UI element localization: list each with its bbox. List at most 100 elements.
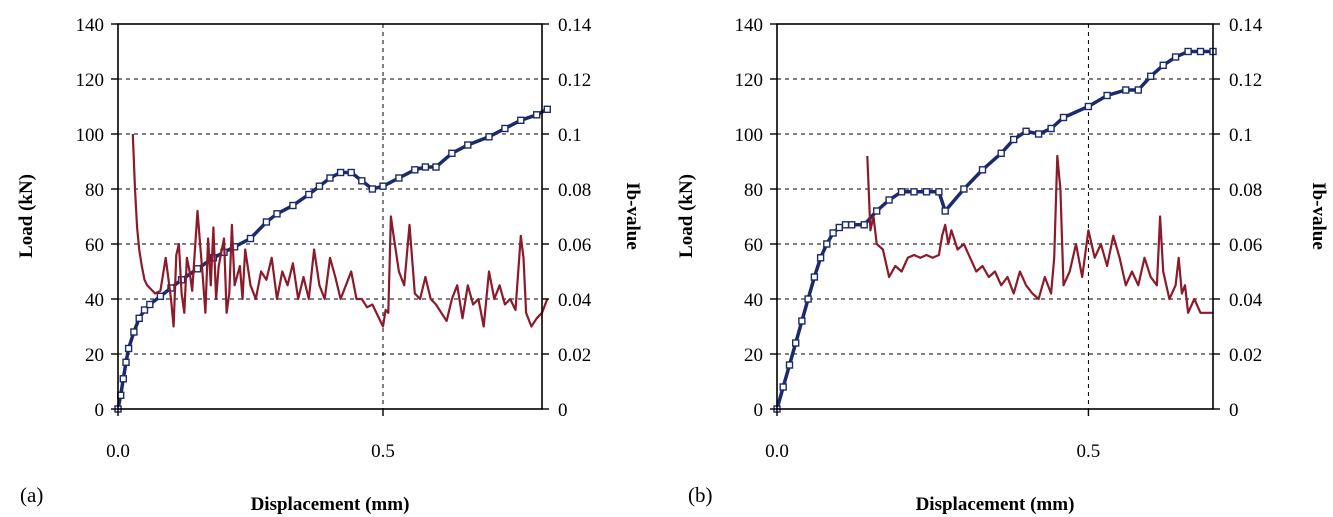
panel-a-load-marker bbox=[315, 182, 324, 190]
panel-b-load-marker bbox=[1184, 47, 1192, 56]
panel-b-load-marker bbox=[1159, 61, 1167, 69]
panel-a-ytick-label: 60 bbox=[85, 235, 104, 256]
panel-b-load-marker bbox=[873, 207, 881, 215]
panel-a-load-marker bbox=[464, 141, 472, 149]
panel-a-label: (a) bbox=[20, 483, 43, 507]
panel-b: 0 20 40 60 80 100 120 140 0 0.02 0.04 0.06 0.08 0.1 0.… bbox=[676, 15, 1329, 515]
panel-a-y2tick-label: 0.12 bbox=[558, 70, 591, 91]
panel-a-y2tick-label: 0.06 bbox=[558, 235, 591, 256]
panel-b-y2tick-label: 0.08 bbox=[1229, 180, 1262, 201]
panel-b-load-marker bbox=[779, 383, 787, 391]
panel-b-load-marker bbox=[922, 188, 931, 196]
panel-a-load-marker bbox=[347, 168, 355, 177]
panel-a-load-marker bbox=[485, 133, 493, 141]
panel-a-ytick-label: 20 bbox=[85, 345, 104, 366]
panel-a-load-marker bbox=[358, 177, 366, 185]
panel-b-load-marker bbox=[792, 339, 800, 347]
panel-b-y2tick-label: 0.14 bbox=[1229, 15, 1263, 36]
panel-a-xlabel: Displacement (mm) bbox=[251, 494, 410, 515]
panel-b-load-marker bbox=[835, 223, 843, 232]
panel-a-ticks: 0 20 40 60 80 100 120 140 0 0.02 0.04 0.06 0.08 0.1 0.… bbox=[76, 15, 592, 462]
panel-b-ylabel: Load (kN) bbox=[676, 174, 697, 258]
panel-b-ytick-label: 100 bbox=[735, 125, 764, 146]
panel-b-ytick-label: 80 bbox=[744, 180, 763, 201]
panel-b-load-marker bbox=[897, 188, 906, 196]
panel-a-load-marker bbox=[140, 306, 149, 314]
panel-b-load-marker bbox=[829, 229, 837, 237]
panel-b-load-marker bbox=[1010, 135, 1018, 144]
panel-b-load-marker bbox=[1084, 102, 1093, 111]
panel-b-y2tick-label: 0.04 bbox=[1229, 290, 1263, 311]
panel-b-load-marker bbox=[1122, 86, 1130, 94]
panel-b-load-marker bbox=[941, 207, 949, 215]
panel-a-xtick-label: 0.5 bbox=[371, 441, 395, 462]
panel-b-ytick-label: 20 bbox=[744, 345, 763, 366]
panel-b-load-marker bbox=[823, 240, 831, 248]
panel-b-load-marker bbox=[1059, 113, 1068, 122]
panel-a-load-marker bbox=[533, 111, 541, 119]
panel-b-y2tick-label: 0.02 bbox=[1229, 345, 1262, 366]
panel-b-load-marker bbox=[978, 166, 987, 174]
panel-b-ytick-label: 40 bbox=[744, 290, 763, 311]
panel-a-y2tick-label: 0 bbox=[558, 400, 568, 421]
panel-a-ib-value-line bbox=[131, 133, 549, 328]
panel-a-load-marker bbox=[119, 375, 128, 383]
panel-b-load-marker bbox=[910, 188, 918, 196]
panel-b-load-marker bbox=[841, 221, 850, 229]
panel-a: 0 20 40 60 80 100 120 140 0 0.02 0.04 0.06 0.08 0.1 0.… bbox=[16, 15, 643, 515]
panel-b-load-marker bbox=[1196, 47, 1205, 56]
panel-b-ytick-label: 140 bbox=[735, 15, 764, 36]
panel-a-load-marker bbox=[135, 314, 143, 322]
panel-b-load-marker bbox=[1034, 130, 1043, 138]
panel-a-load-marker bbox=[543, 105, 551, 114]
panel-a-load-marker bbox=[193, 265, 202, 273]
panel-a-load-marker bbox=[305, 190, 313, 199]
panel-b-y2tick-label: 0 bbox=[1229, 400, 1239, 421]
panel-a-y2tick-label: 0.1 bbox=[558, 125, 582, 146]
panel-a-load-marker bbox=[368, 185, 377, 193]
panel-a-load-marker bbox=[501, 124, 509, 133]
panel-b-y2label: Ib-value bbox=[1308, 182, 1329, 250]
panel-a-load-marker bbox=[130, 328, 138, 336]
panel-a-y2tick-label: 0.14 bbox=[558, 15, 592, 36]
panel-b-load-marker bbox=[1171, 53, 1180, 61]
panel-b-load-marker bbox=[798, 317, 806, 325]
panel-b-y2tick-label: 0.12 bbox=[1229, 70, 1262, 91]
panel-b-load-marker bbox=[1103, 91, 1111, 100]
panel-a-load-marker bbox=[411, 166, 419, 174]
panel-a-y2tick-label: 0.08 bbox=[558, 180, 591, 201]
panel-a-load-marker bbox=[336, 168, 345, 177]
panel-b-load-marker bbox=[1146, 72, 1155, 81]
panel-a-ytick-label: 40 bbox=[85, 290, 104, 311]
panel-b-load-marker bbox=[785, 361, 794, 369]
panel-b-series bbox=[773, 47, 1217, 413]
panel-b-xtick-label: 0.0 bbox=[765, 441, 789, 462]
panel-a-y2label: Ib-value bbox=[622, 182, 643, 250]
panel-b-load-marker bbox=[960, 185, 968, 193]
panel-b-ytick-label: 120 bbox=[735, 70, 764, 91]
panel-a-ytick-label: 120 bbox=[76, 70, 105, 91]
panel-a-plot-frame bbox=[117, 23, 543, 410]
panel-b-xlabel: Displacement (mm) bbox=[916, 494, 1075, 515]
panel-b-load-marker bbox=[804, 295, 812, 303]
panel-a-load-marker bbox=[156, 292, 165, 300]
panel-a-load-marker bbox=[246, 234, 255, 243]
panel-a-xtick-label: 0.0 bbox=[106, 441, 130, 462]
panel-b-load-marker bbox=[816, 254, 825, 262]
panel-a-ytick-label: 80 bbox=[85, 180, 104, 201]
panel-a-load-marker bbox=[395, 174, 403, 182]
panel-a-ytick-label: 0 bbox=[95, 400, 105, 421]
panel-b-ticks: 0 20 40 60 80 100 120 140 0 0.02 0.04 0.06 0.08 0.1 0.… bbox=[735, 15, 1263, 462]
panel-b-load-marker bbox=[935, 188, 943, 196]
panel-b-label: (b) bbox=[688, 483, 713, 507]
panel-b-load-marker bbox=[1134, 86, 1143, 94]
panel-a-load-marker bbox=[262, 218, 271, 226]
panel-a-grid bbox=[118, 24, 542, 409]
panel-a-load-marker bbox=[432, 163, 440, 171]
panel-b-y2tick-label: 0.06 bbox=[1229, 235, 1262, 256]
panel-b-ytick-label: 60 bbox=[744, 235, 763, 256]
panel-a-y2tick-label: 0.04 bbox=[558, 290, 592, 311]
panel-b-load-marker bbox=[997, 149, 1005, 158]
panel-a-load-marker bbox=[448, 149, 456, 158]
